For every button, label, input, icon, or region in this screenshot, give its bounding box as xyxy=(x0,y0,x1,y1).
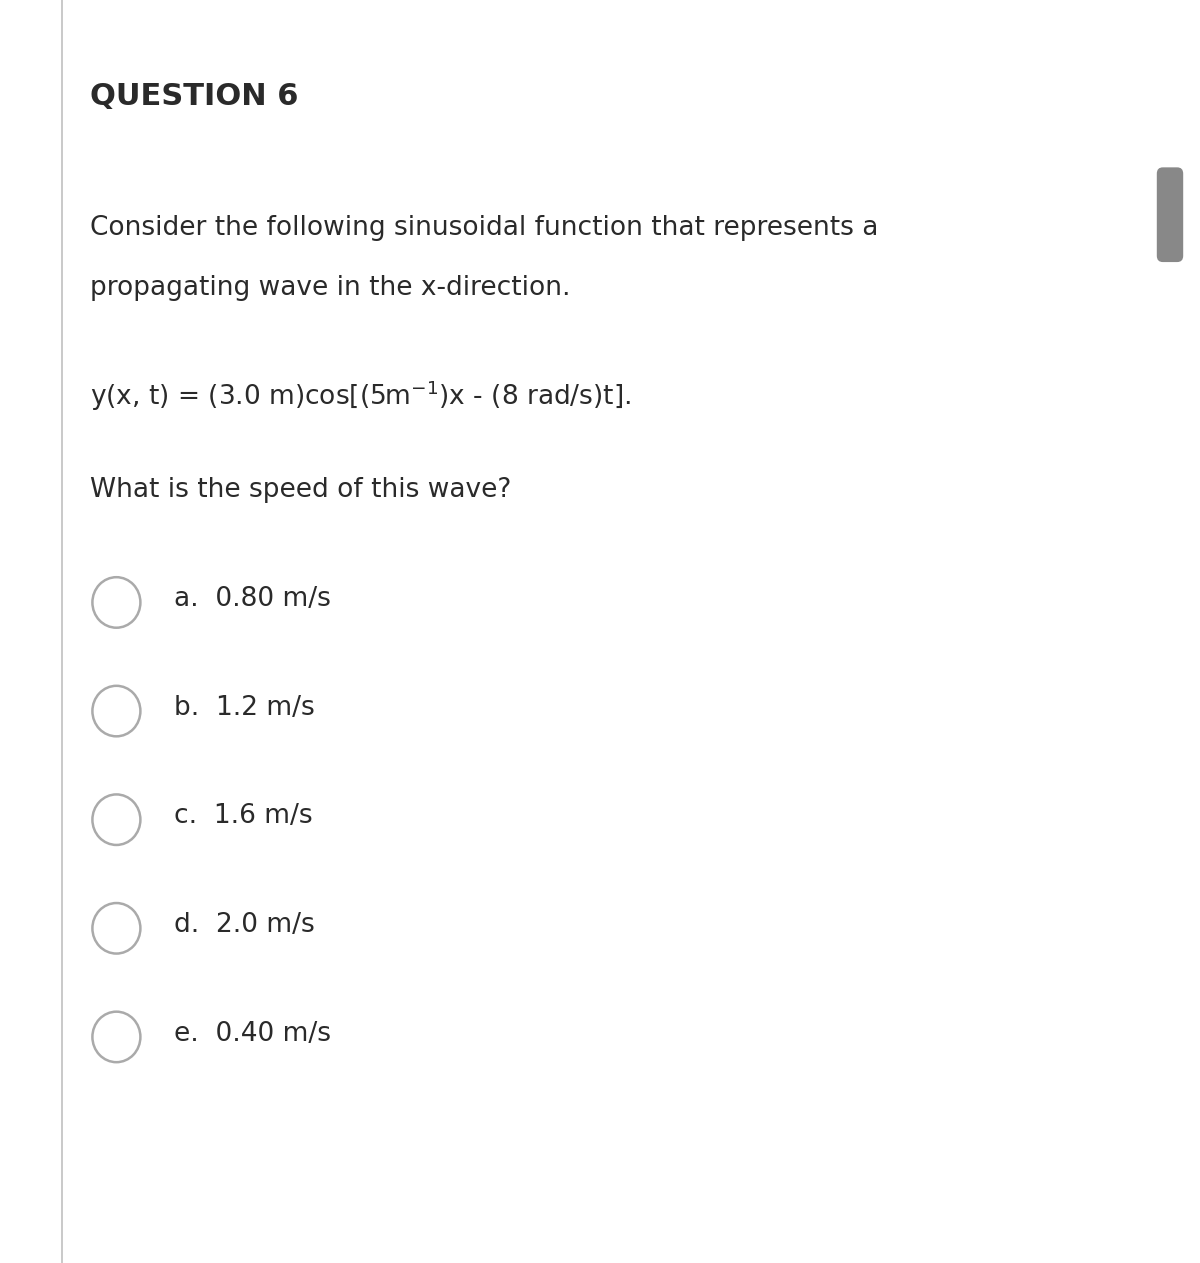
Text: e.  0.40 m/s: e. 0.40 m/s xyxy=(174,1021,331,1047)
FancyBboxPatch shape xyxy=(1157,168,1183,263)
Text: a.  0.80 m/s: a. 0.80 m/s xyxy=(174,586,331,613)
Text: b.  1.2 m/s: b. 1.2 m/s xyxy=(174,695,314,721)
Text: y(x, t) = (3.0 m)cos[(5m$^{-1}$)x - (8 rad/s)t].: y(x, t) = (3.0 m)cos[(5m$^{-1}$)x - (8 r… xyxy=(90,379,631,413)
Text: What is the speed of this wave?: What is the speed of this wave? xyxy=(90,477,511,504)
Text: c.  1.6 m/s: c. 1.6 m/s xyxy=(174,803,313,830)
Text: Consider the following sinusoidal function that represents a: Consider the following sinusoidal functi… xyxy=(90,215,878,241)
Text: QUESTION 6: QUESTION 6 xyxy=(90,82,299,111)
Text: propagating wave in the x-direction.: propagating wave in the x-direction. xyxy=(90,275,570,302)
Text: d.  2.0 m/s: d. 2.0 m/s xyxy=(174,912,314,938)
